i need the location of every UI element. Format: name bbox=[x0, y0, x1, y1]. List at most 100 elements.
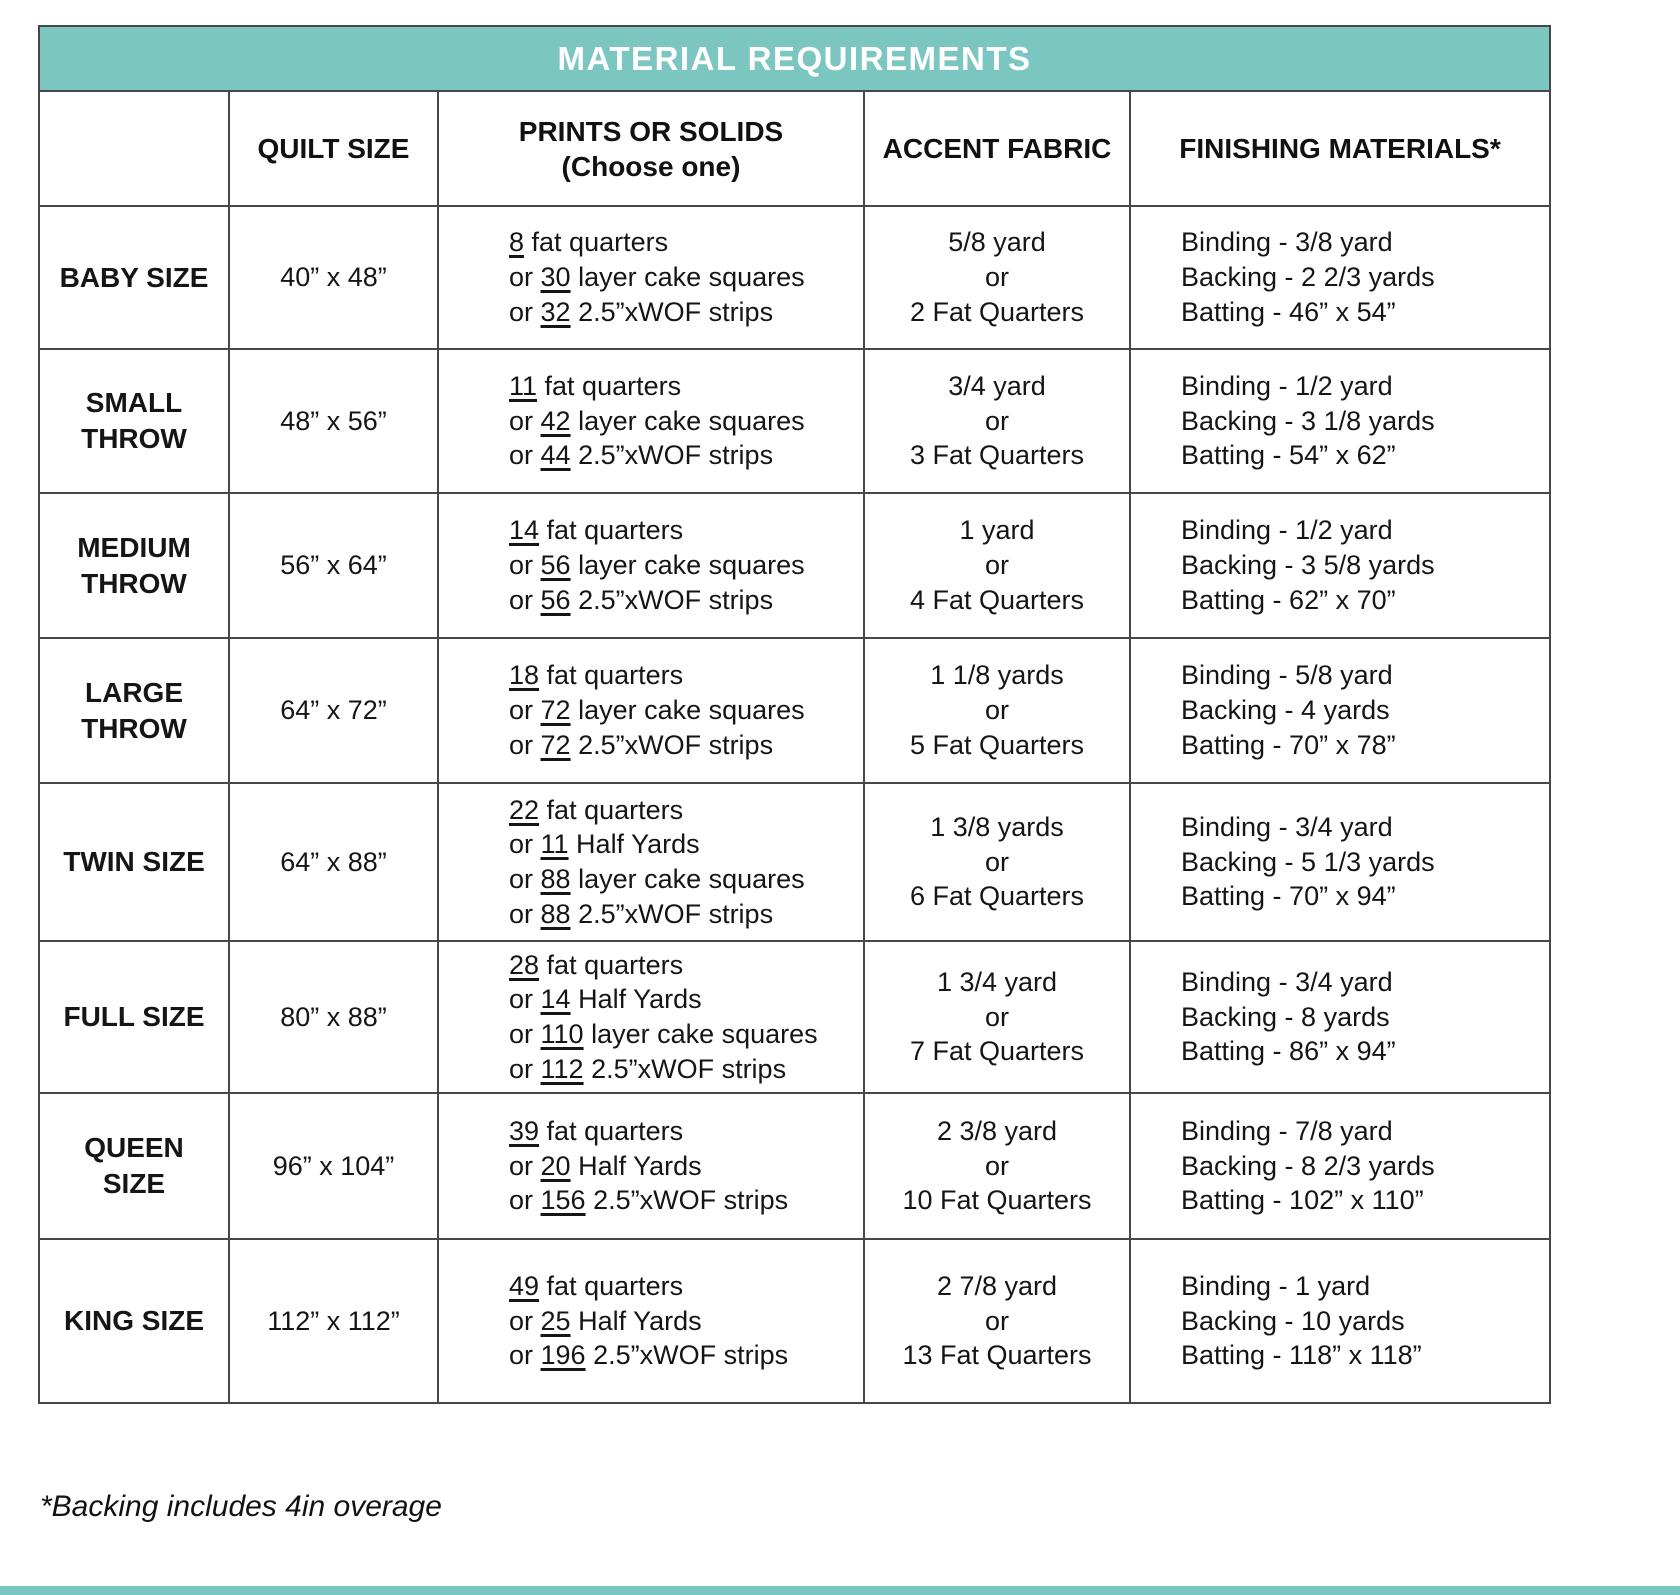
option-prefix: or bbox=[509, 262, 541, 293]
option-count: 11 bbox=[509, 370, 538, 401]
finishing-materials: Binding - 1 yard Backing - 10 yards Battin… bbox=[1128, 1238, 1552, 1404]
prints-option-line: or 196 2.5”xWOF strips bbox=[509, 1338, 857, 1373]
accent-line: 3 Fat Quarters bbox=[909, 440, 1085, 471]
option-prefix: or bbox=[509, 829, 541, 860]
quilt-size: 80” x 88” bbox=[228, 940, 439, 1094]
prints-option-line: or 72 2.5”xWOF strips bbox=[509, 728, 857, 763]
accent-fabric: 1 1/8 yards or 5 Fat Quarters bbox=[863, 637, 1131, 784]
option-count: 56 bbox=[540, 550, 571, 581]
option-prefix: or bbox=[509, 1053, 541, 1084]
accent-line: or bbox=[984, 695, 1009, 726]
header-row: QUILT SIZE PRINTS OR SOLIDS (Choose one)… bbox=[38, 90, 1552, 207]
option-prefix: or bbox=[509, 1185, 541, 1216]
accent-fabric: 2 3/8 yard or 10 Fat Quarters bbox=[863, 1092, 1131, 1240]
finishing-line: Binding - 7/8 yard bbox=[1181, 1115, 1393, 1146]
quilt-size: 96” x 104” bbox=[228, 1092, 439, 1240]
finishing-materials: Binding - 1/2 yard Backing - 3 1/8 yards B… bbox=[1128, 348, 1552, 494]
column-header-prints: PRINTS OR SOLIDS (Choose one) bbox=[437, 90, 865, 207]
prints-option-line: 49 fat quarters bbox=[509, 1269, 857, 1304]
row-label: QUEEN SIZE bbox=[38, 1092, 230, 1240]
accent-line: 1 yard bbox=[959, 515, 1035, 546]
accent-fabric: 2 7/8 yard or 13 Fat Quarters bbox=[863, 1238, 1131, 1404]
prints-option-line: or 42 layer cake squares bbox=[509, 404, 857, 439]
finishing-line: Backing - 3 1/8 yards bbox=[1181, 405, 1435, 436]
table-row-small-throw: SMALL THROW 48” x 56” 11 fat quarters or … bbox=[38, 348, 1552, 494]
accent-line: 2 3/8 yard bbox=[936, 1115, 1058, 1146]
option-prefix: or bbox=[509, 584, 541, 615]
table-title: MATERIAL REQUIREMENTS bbox=[37, 25, 1552, 92]
accent-line: 4 Fat Quarters bbox=[909, 584, 1085, 615]
option-text: 2.5”xWOF strips bbox=[570, 584, 774, 615]
accent-line: 7 Fat Quarters bbox=[909, 1036, 1085, 1067]
accent-line: 5 Fat Quarters bbox=[909, 729, 1085, 760]
corner-cell bbox=[38, 90, 230, 207]
quilt-size: 56” x 64” bbox=[228, 492, 439, 639]
option-count: 20 bbox=[540, 1150, 571, 1181]
finishing-line: Batting - 102” x 110” bbox=[1181, 1185, 1424, 1216]
row-label: MEDIUM THROW bbox=[38, 492, 230, 639]
prints-options: 22 fat quarters or 11 Half Yards or 88 lay… bbox=[437, 782, 865, 942]
option-text: fat quarters bbox=[539, 1270, 684, 1301]
option-text: fat quarters bbox=[524, 227, 669, 258]
option-text: 2.5”xWOF strips bbox=[570, 898, 774, 929]
option-text: 2.5”xWOF strips bbox=[583, 1053, 787, 1084]
row-label: SMALL THROW bbox=[38, 348, 230, 494]
option-prefix: or bbox=[509, 1150, 541, 1181]
prints-option-line: 14 fat quarters bbox=[509, 513, 857, 548]
accent-line: 1 1/8 yards bbox=[930, 660, 1064, 691]
finishing-line: Backing - 4 yards bbox=[1181, 695, 1390, 726]
accent-line: 10 Fat Quarters bbox=[902, 1185, 1092, 1216]
option-text: 2.5”xWOF strips bbox=[570, 729, 774, 760]
option-count: 28 bbox=[509, 949, 540, 980]
quilt-size: 64” x 88” bbox=[228, 782, 439, 942]
option-count: 39 bbox=[509, 1115, 540, 1146]
option-text: fat quarters bbox=[539, 660, 684, 691]
finishing-line: Batting - 70” x 94” bbox=[1181, 881, 1396, 912]
finishing-line: Batting - 70” x 78” bbox=[1181, 729, 1396, 760]
accent-fabric: 5/8 yard or 2 Fat Quarters bbox=[863, 205, 1131, 350]
accent-line: or bbox=[984, 405, 1009, 436]
accent-line: 2 Fat Quarters bbox=[909, 296, 1085, 327]
column-header-accent: ACCENT FABRIC bbox=[863, 90, 1131, 207]
accent-fabric: 3/4 yard or 3 Fat Quarters bbox=[863, 348, 1131, 494]
option-text: 2.5”xWOF strips bbox=[585, 1340, 789, 1371]
option-prefix: or bbox=[509, 550, 541, 581]
row-label: TWIN SIZE bbox=[38, 782, 230, 942]
title-row: MATERIAL REQUIREMENTS bbox=[37, 25, 1552, 92]
option-text: fat quarters bbox=[537, 370, 682, 401]
prints-option-line: or 72 layer cake squares bbox=[509, 693, 857, 728]
finishing-line: Binding - 3/4 yard bbox=[1181, 966, 1393, 997]
option-text: layer cake squares bbox=[570, 405, 805, 436]
table-row-king: KING SIZE 112” x 112” 49 fat quarters or … bbox=[38, 1238, 1552, 1404]
table-row-medium-throw: MEDIUM THROW 56” x 64” 14 fat quarters or… bbox=[38, 492, 1552, 639]
accent-fabric: 1 yard or 4 Fat Quarters bbox=[863, 492, 1131, 639]
option-prefix: or bbox=[509, 296, 541, 327]
option-text: layer cake squares bbox=[583, 1019, 818, 1049]
finishing-line: Backing - 2 2/3 yards bbox=[1181, 262, 1435, 293]
finishing-line: Binding - 3/8 yard bbox=[1181, 227, 1393, 258]
option-count: 30 bbox=[540, 262, 571, 293]
prints-option-line: or 30 layer cake squares bbox=[509, 260, 857, 295]
quilt-size: 40” x 48” bbox=[228, 205, 439, 350]
accent-line: or bbox=[984, 1001, 1009, 1032]
finishing-materials: Binding - 3/8 yard Backing - 2 2/3 yards B… bbox=[1128, 205, 1552, 350]
option-count: 156 bbox=[540, 1185, 586, 1216]
accent-line: or bbox=[984, 262, 1009, 293]
prints-option-line: or 32 2.5”xWOF strips bbox=[509, 295, 857, 330]
finishing-line: Batting - 54” x 62” bbox=[1181, 440, 1396, 471]
finishing-line: Binding - 1/2 yard bbox=[1181, 370, 1393, 401]
accent-line: 6 Fat Quarters bbox=[909, 881, 1085, 912]
option-text: fat quarters bbox=[539, 1115, 684, 1146]
accent-line: or bbox=[984, 550, 1009, 581]
row-label: BABY SIZE bbox=[38, 205, 230, 350]
option-count: 8 bbox=[509, 227, 525, 258]
accent-line: or bbox=[984, 1305, 1009, 1336]
table-row-large-throw: LARGE THROW 64” x 72” 18 fat quarters or … bbox=[38, 637, 1552, 784]
option-prefix: or bbox=[509, 984, 541, 1015]
finishing-line: Batting - 46” x 54” bbox=[1181, 296, 1396, 327]
option-count: 88 bbox=[540, 898, 571, 929]
bottom-accent-bar bbox=[0, 1586, 1680, 1595]
option-text: 2.5”xWOF strips bbox=[570, 296, 774, 327]
option-count: 22 bbox=[509, 794, 540, 825]
prints-options: 14 fat quarters or 56 layer cake squares o… bbox=[437, 492, 865, 639]
